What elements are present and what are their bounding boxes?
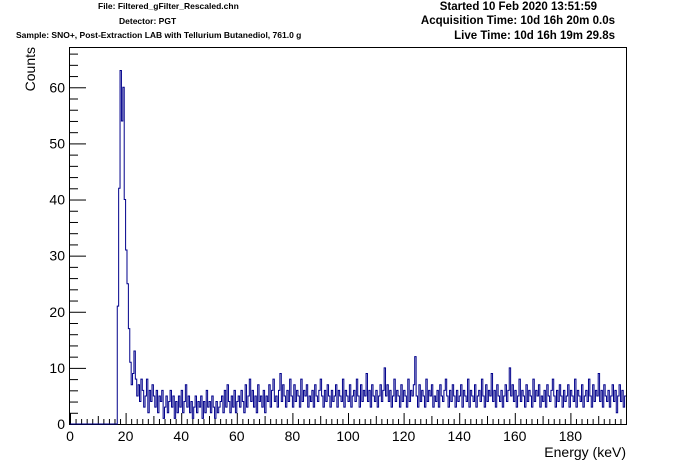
y-tick-label: 50 [49, 135, 65, 151]
sample-label: Sample: SNO+, Post-Extraction LAB with T… [16, 30, 302, 40]
x-tick-label: 160 [503, 428, 527, 444]
histogram-series [70, 69, 626, 425]
x-tick-label: 180 [559, 428, 583, 444]
plot-frame [69, 47, 627, 425]
x-tick-label: 0 [66, 428, 74, 444]
y-axis-label: Counts [22, 47, 38, 91]
y-tick-label: 20 [49, 304, 65, 320]
live-time-label: Live Time: 10d 16h 19m 29.8s [454, 30, 615, 42]
x-tick-label: 140 [448, 428, 472, 444]
x-tick-label: 20 [118, 428, 134, 444]
x-axis-label: Energy (keV) [544, 444, 626, 460]
y-tick-label: 10 [49, 360, 65, 376]
y-tick-label: 30 [49, 248, 65, 264]
y-axis: 0 10 20 30 40 50 60 [49, 53, 86, 432]
acquisition-time-label: Acquisition Time: 10d 16h 20m 0.0s [420, 15, 615, 27]
detector-label: Detector: PGT [119, 16, 177, 26]
x-tick-label: 120 [392, 428, 416, 444]
file-label: File: Filtered_gFilter_Rescaled.chn [98, 1, 239, 11]
started-label: Started 10 Feb 2020 13:51:59 [439, 1, 597, 13]
x-axis: 0 20 40 60 80 100 120 140 160 180 [66, 413, 627, 444]
y-tick-label: 40 [49, 192, 65, 208]
x-tick-label: 100 [336, 428, 360, 444]
x-tick-label: 80 [285, 428, 301, 444]
y-tick-label: 0 [57, 416, 65, 432]
x-tick-label: 60 [229, 428, 245, 444]
x-tick-label: 40 [173, 428, 189, 444]
y-tick-label: 60 [49, 79, 65, 95]
